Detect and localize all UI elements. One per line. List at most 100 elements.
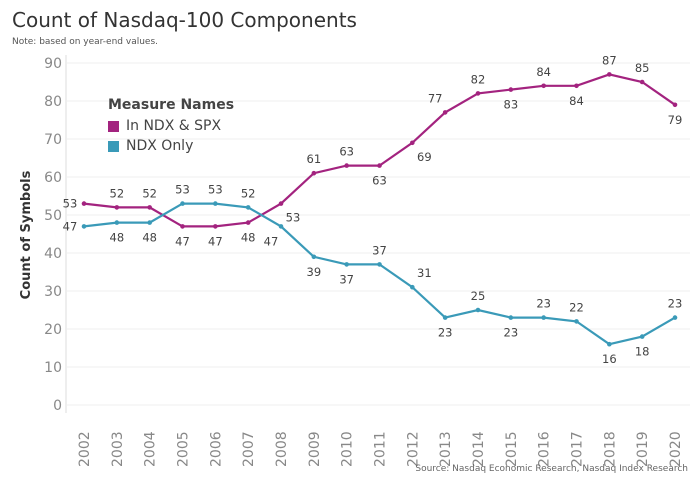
x-tick-label: 2003 xyxy=(110,431,126,467)
data-label: 47 xyxy=(175,234,190,248)
y-tick-label: 90 xyxy=(44,56,62,72)
data-point xyxy=(147,205,152,210)
x-tick-label: 2006 xyxy=(208,431,224,467)
data-label: 53 xyxy=(286,211,301,225)
data-label: 25 xyxy=(471,289,486,303)
y-tick-label: 30 xyxy=(44,284,62,300)
data-point xyxy=(344,262,349,267)
legend: Measure Names In NDX & SPX NDX Only xyxy=(108,97,234,156)
data-point xyxy=(442,315,448,320)
x-tick-label: 2011 xyxy=(373,431,389,467)
data-point xyxy=(607,341,612,347)
data-point xyxy=(311,170,317,176)
y-tick-label: 20 xyxy=(44,322,62,338)
source-note: Source: Nasdaq Economic Research, Nasdaq… xyxy=(415,464,688,474)
data-point xyxy=(672,315,678,320)
data-point xyxy=(410,140,415,146)
x-tick-label: 2005 xyxy=(176,431,192,467)
data-label: 61 xyxy=(307,152,322,166)
data-label: 23 xyxy=(504,326,519,340)
data-label: 53 xyxy=(175,183,190,197)
data-label: 52 xyxy=(241,186,256,200)
data-point xyxy=(410,284,415,290)
x-tick-label: 2013 xyxy=(438,431,454,467)
data-label: 37 xyxy=(339,272,354,286)
data-point xyxy=(81,224,87,229)
data-label: 77 xyxy=(428,91,443,105)
data-label: 23 xyxy=(536,297,551,311)
data-point xyxy=(180,201,185,206)
data-point xyxy=(377,163,382,168)
data-label: 31 xyxy=(417,266,432,280)
data-label: 16 xyxy=(602,352,617,366)
data-label: 48 xyxy=(110,231,125,245)
x-tick-label: 2007 xyxy=(241,431,257,467)
x-tick-label: 2008 xyxy=(274,431,290,467)
data-label: 63 xyxy=(339,145,354,159)
legend-item-ndx-only[interactable]: NDX Only xyxy=(108,136,234,156)
y-tick-label: 40 xyxy=(44,246,62,262)
x-tick-label: 2015 xyxy=(504,431,520,467)
data-label: 48 xyxy=(142,231,157,245)
data-point xyxy=(475,91,481,96)
x-tick-label: 2020 xyxy=(668,431,684,467)
y-tick-label: 60 xyxy=(44,170,62,186)
data-point xyxy=(508,87,514,92)
data-label: 82 xyxy=(471,72,486,86)
y-tick-label: 80 xyxy=(44,94,62,110)
data-label: 79 xyxy=(668,113,683,127)
data-label: 87 xyxy=(602,53,617,67)
x-tick-label: 2016 xyxy=(537,431,553,467)
y-tick-label: 10 xyxy=(44,360,62,376)
legend-item-in-ndx-spx[interactable]: In NDX & SPX xyxy=(108,116,234,136)
data-point xyxy=(213,224,218,229)
y-tick-label: 70 xyxy=(44,132,62,148)
data-label: 47 xyxy=(264,234,279,248)
data-point xyxy=(245,220,251,225)
data-label: 63 xyxy=(372,174,387,188)
data-label: 53 xyxy=(63,197,78,211)
data-label: 47 xyxy=(63,219,78,233)
data-point xyxy=(607,72,612,77)
data-label: 69 xyxy=(417,150,432,164)
x-tick-label: 2012 xyxy=(405,431,421,467)
data-point xyxy=(245,205,251,210)
data-point xyxy=(278,224,284,229)
data-label: 85 xyxy=(635,61,650,75)
data-point xyxy=(541,315,546,320)
legend-label: NDX Only xyxy=(126,138,194,154)
data-point xyxy=(147,220,152,225)
data-point xyxy=(574,83,579,89)
y-axis-title: Count of Symbols xyxy=(19,170,34,299)
legend-swatch xyxy=(108,120,119,132)
x-tick-label: 2018 xyxy=(602,431,618,467)
data-label: 22 xyxy=(569,300,584,314)
data-label: 18 xyxy=(635,345,650,359)
y-tick-label: 0 xyxy=(53,398,62,414)
data-point xyxy=(508,315,514,320)
chart-title: Count of Nasdaq-100 Components xyxy=(12,8,357,32)
data-point xyxy=(672,102,678,108)
data-point xyxy=(81,201,87,206)
data-point xyxy=(442,110,448,115)
y-tick-label: 50 xyxy=(44,208,62,224)
data-point xyxy=(213,201,218,206)
data-point xyxy=(311,254,317,260)
data-label: 52 xyxy=(110,186,125,200)
data-point xyxy=(639,334,645,339)
data-point xyxy=(114,205,120,210)
series-line-ndx-only xyxy=(83,202,676,346)
data-point xyxy=(377,262,382,267)
x-tick-label: 2009 xyxy=(307,431,323,467)
data-label: 39 xyxy=(307,265,322,279)
data-label: 53 xyxy=(208,183,223,197)
x-tick-label: 2010 xyxy=(340,431,356,467)
data-point xyxy=(278,201,284,206)
data-label: 84 xyxy=(536,65,551,79)
data-point xyxy=(541,83,546,89)
x-tick-label: 2014 xyxy=(471,431,487,467)
data-label: 52 xyxy=(142,186,157,200)
data-label: 37 xyxy=(372,243,387,257)
chart-subtitle: Note: based on year-end values. xyxy=(12,37,158,47)
